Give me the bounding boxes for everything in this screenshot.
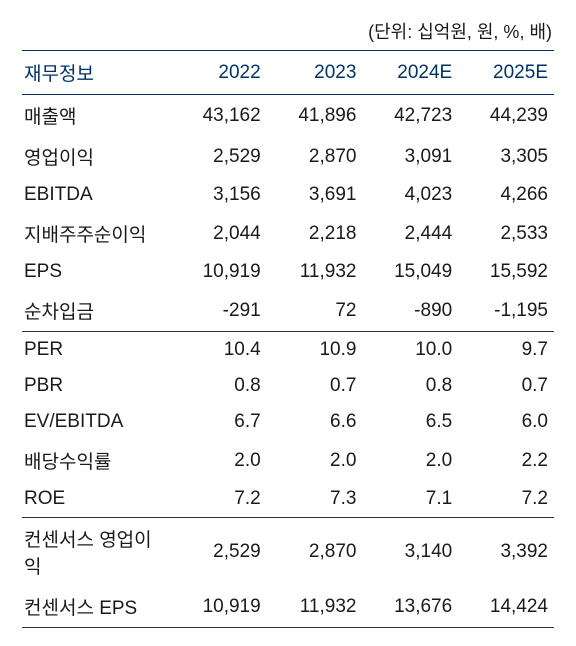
metric-value: 3,305: [458, 136, 554, 177]
metric-value: 2.0: [362, 440, 458, 481]
metric-label: EBITDA: [22, 177, 171, 213]
metric-value: 42,723: [362, 95, 458, 137]
metric-label: 컨센서스 영업이익: [22, 518, 171, 587]
metric-value: 10.9: [267, 332, 363, 369]
metric-value: 3,140: [362, 518, 458, 587]
metric-value: 6.7: [171, 404, 267, 440]
metric-value: 10,919: [171, 254, 267, 290]
header-metric: 재무정보: [22, 51, 171, 95]
table-row: EBITDA3,1563,6914,0234,266: [22, 177, 554, 213]
metric-value: 7.2: [171, 481, 267, 518]
metric-value: 6.6: [267, 404, 363, 440]
table-row: 순차입금-29172-890-1,195: [22, 290, 554, 332]
metric-value: 2,529: [171, 136, 267, 177]
metric-value: 10.4: [171, 332, 267, 369]
metric-value: 2,533: [458, 213, 554, 254]
table-row: 컨센서스 영업이익2,5292,8703,1403,392: [22, 518, 554, 587]
table-row: PER10.410.910.09.7: [22, 332, 554, 369]
metric-value: 0.8: [171, 368, 267, 404]
metric-value: 9.7: [458, 332, 554, 369]
metric-value: 2,218: [267, 213, 363, 254]
header-row: 재무정보 2022 2023 2024E 2025E: [22, 51, 554, 95]
table-row: ROE7.27.37.17.2: [22, 481, 554, 518]
metric-value: 2,870: [267, 136, 363, 177]
metric-value: -1,195: [458, 290, 554, 332]
table-row: 매출액43,16241,89642,72344,239: [22, 95, 554, 137]
metric-value: 4,266: [458, 177, 554, 213]
metric-value: 11,932: [267, 254, 363, 290]
metric-value: 2,444: [362, 213, 458, 254]
metric-value: 0.7: [267, 368, 363, 404]
metric-value: 2,870: [267, 518, 363, 587]
header-2022: 2022: [171, 51, 267, 95]
metric-value: 3,156: [171, 177, 267, 213]
metric-value: 11,932: [267, 586, 363, 628]
metric-value: 6.0: [458, 404, 554, 440]
table-row: PBR0.80.70.80.7: [22, 368, 554, 404]
metric-value: -890: [362, 290, 458, 332]
metric-label: PER: [22, 332, 171, 369]
metric-value: 44,239: [458, 95, 554, 137]
metric-label: 순차입금: [22, 290, 171, 332]
metric-value: 15,049: [362, 254, 458, 290]
metric-value: 6.5: [362, 404, 458, 440]
table-body: 매출액43,16241,89642,72344,239영업이익2,5292,87…: [22, 95, 554, 628]
metric-label: 영업이익: [22, 136, 171, 177]
metric-value: 2,044: [171, 213, 267, 254]
metric-value: 7.3: [267, 481, 363, 518]
table-row: EV/EBITDA6.76.66.56.0: [22, 404, 554, 440]
metric-value: 7.1: [362, 481, 458, 518]
metric-value: 0.7: [458, 368, 554, 404]
table-row: EPS10,91911,93215,04915,592: [22, 254, 554, 290]
metric-label: 매출액: [22, 95, 171, 137]
metric-label: 컨센서스 EPS: [22, 586, 171, 628]
metric-label: 지배주주순이익: [22, 213, 171, 254]
metric-value: 10,919: [171, 586, 267, 628]
metric-value: 10.0: [362, 332, 458, 369]
header-2024e: 2024E: [362, 51, 458, 95]
table-row: 배당수익률2.02.02.02.2: [22, 440, 554, 481]
metric-value: 41,896: [267, 95, 363, 137]
metric-value: 14,424: [458, 586, 554, 628]
header-2023: 2023: [267, 51, 363, 95]
metric-value: 3,091: [362, 136, 458, 177]
table-row: 영업이익2,5292,8703,0913,305: [22, 136, 554, 177]
metric-value: 2.2: [458, 440, 554, 481]
financial-table: 재무정보 2022 2023 2024E 2025E 매출액43,16241,8…: [22, 50, 554, 628]
metric-value: 43,162: [171, 95, 267, 137]
metric-label: 배당수익률: [22, 440, 171, 481]
metric-label: EPS: [22, 254, 171, 290]
metric-value: -291: [171, 290, 267, 332]
metric-value: 72: [267, 290, 363, 332]
metric-value: 15,592: [458, 254, 554, 290]
table-row: 컨센서스 EPS10,91911,93213,67614,424: [22, 586, 554, 628]
table-row: 지배주주순이익2,0442,2182,4442,533: [22, 213, 554, 254]
unit-note: (단위: 십억원, 원, %, 배): [22, 18, 554, 44]
metric-value: 4,023: [362, 177, 458, 213]
metric-label: PBR: [22, 368, 171, 404]
metric-value: 2.0: [267, 440, 363, 481]
metric-value: 3,392: [458, 518, 554, 587]
metric-value: 0.8: [362, 368, 458, 404]
metric-value: 13,676: [362, 586, 458, 628]
metric-value: 2,529: [171, 518, 267, 587]
metric-label: ROE: [22, 481, 171, 518]
metric-label: EV/EBITDA: [22, 404, 171, 440]
header-2025e: 2025E: [458, 51, 554, 95]
metric-value: 2.0: [171, 440, 267, 481]
metric-value: 7.2: [458, 481, 554, 518]
metric-value: 3,691: [267, 177, 363, 213]
